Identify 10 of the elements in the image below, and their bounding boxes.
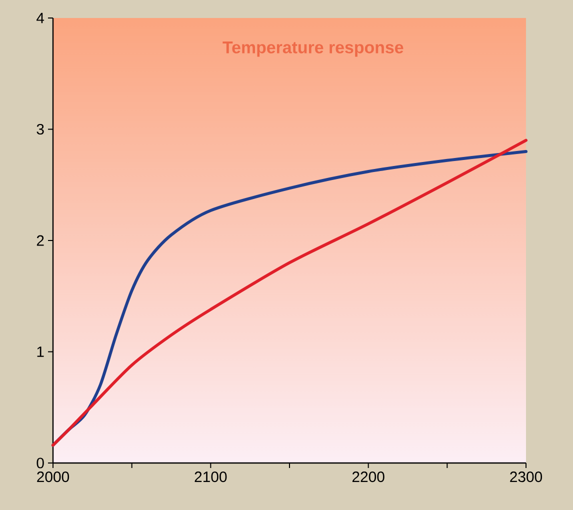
y-tick-label: 4 xyxy=(36,12,44,24)
x-tick-label: 2100 xyxy=(194,472,227,482)
y-tick-label: 3 xyxy=(36,124,44,135)
text: Temperature response xyxy=(222,42,404,57)
y-tick-label: 0 xyxy=(36,458,44,468)
x-tick-label: 2200 xyxy=(352,472,384,482)
x-tick-label: 2000 xyxy=(37,472,70,482)
x-tick-label: 2300 xyxy=(510,472,542,482)
y-tick-label: 2 xyxy=(36,235,44,246)
y-tick-label: 1 xyxy=(37,346,44,357)
